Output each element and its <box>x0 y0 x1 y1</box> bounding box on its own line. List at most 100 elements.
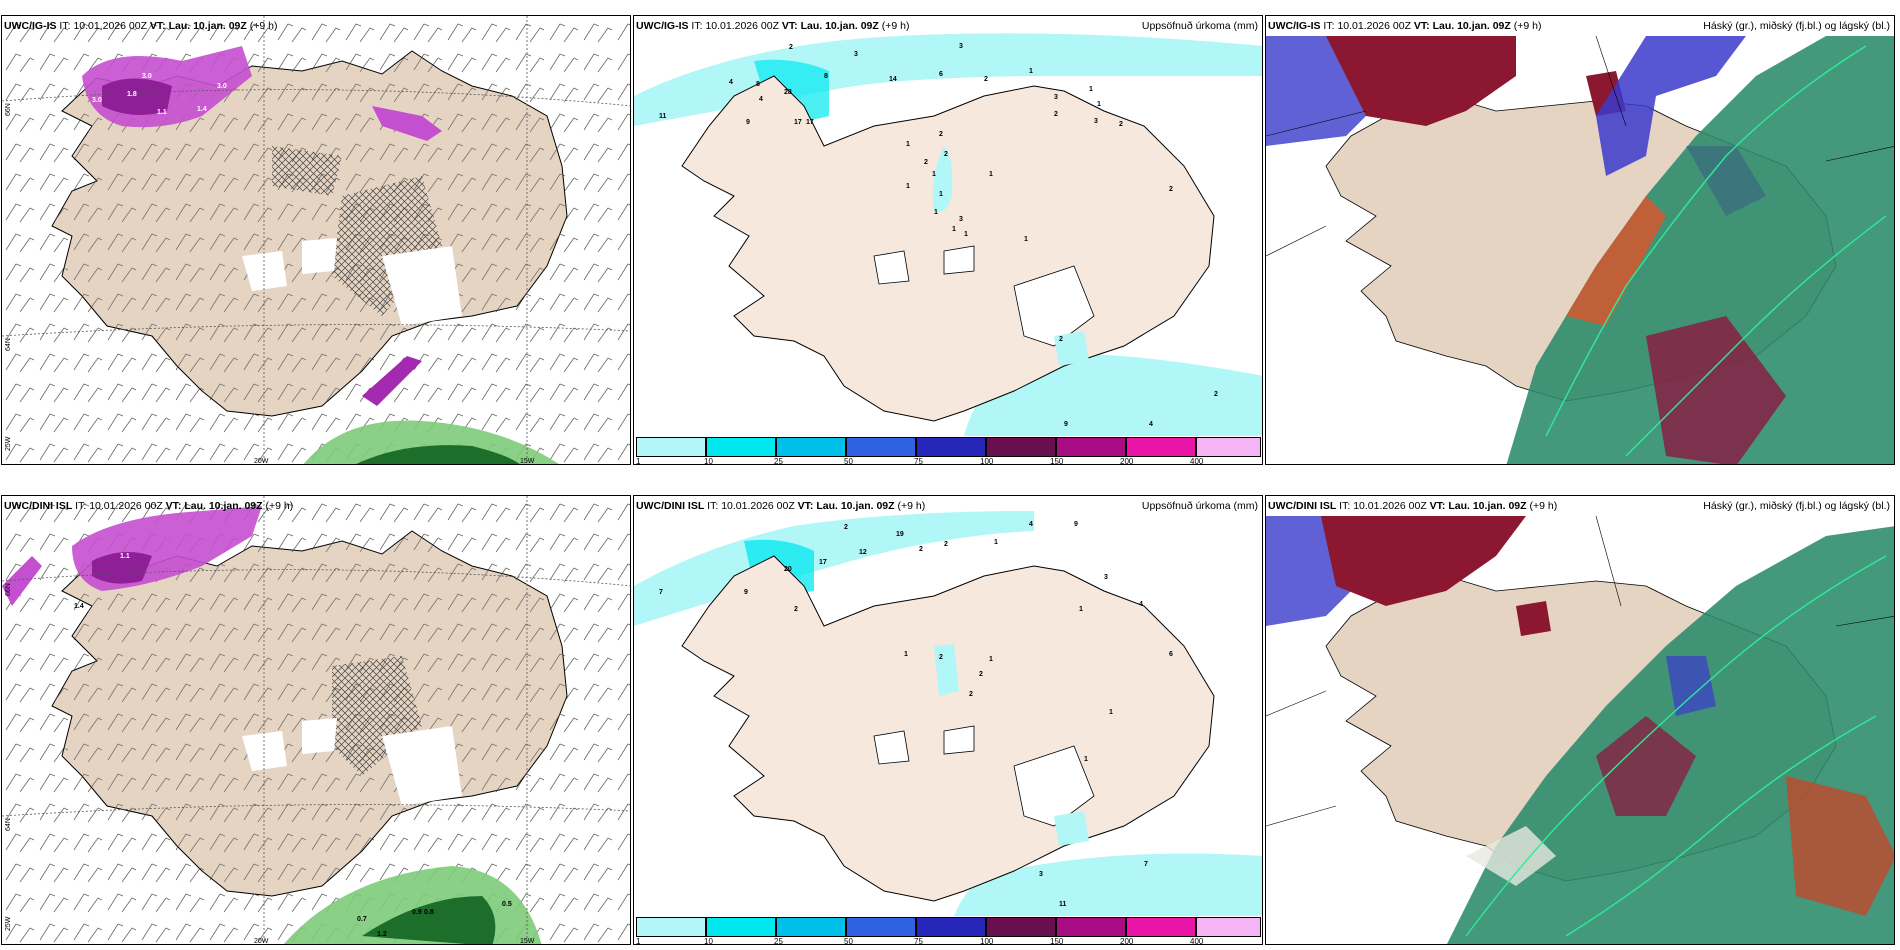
precip-value: 3 <box>1104 574 1108 581</box>
precip-value: 4 <box>1029 521 1033 528</box>
wind-value: 1.4 <box>197 106 207 113</box>
precip-value: 7 <box>659 589 663 596</box>
precip-value: 8 <box>824 73 828 80</box>
colorbar-tick: 150 <box>1050 457 1064 465</box>
wind-value: 0.5 <box>502 901 512 908</box>
precip-value: 1 <box>989 171 993 178</box>
field-title: Háský (gr.), miðský (fj.bl.) og lágský (… <box>1703 500 1890 512</box>
precip-value: 9 <box>746 119 750 126</box>
precip-value: 4 <box>1139 601 1143 608</box>
precip-value: 2 <box>1214 391 1218 398</box>
wind-value: 3.0 <box>142 73 152 80</box>
colorbar-segment <box>1126 917 1196 937</box>
colorbar-tick: 100 <box>980 457 994 465</box>
wind-value: 1.2 <box>377 931 387 938</box>
precip-value: 1 <box>1084 756 1088 763</box>
colorbar-segment <box>1126 437 1196 457</box>
precip-value: 8 <box>756 81 760 88</box>
colorbar-tick: 75 <box>914 457 923 465</box>
precip-value: 1 <box>939 191 943 198</box>
precip-value: 9 <box>1064 421 1068 428</box>
lon-label-20w: 20W <box>254 938 269 945</box>
precip-value: 2 <box>844 524 848 531</box>
precip-value: 2 <box>979 671 983 678</box>
precip-map-panel-top: 2 3 4 3 8 4 28 8 9 17 17 14 6 2 1 11 3 2… <box>633 15 1263 465</box>
wind-value: 0.9 <box>412 909 422 916</box>
precip-value: 1 <box>906 183 910 190</box>
precip-colorbar: 1 10 25 50 75 100 150 200 400 <box>636 917 1261 944</box>
lat-label-25w: 25W <box>5 916 12 931</box>
precip-value: 1 <box>989 656 993 663</box>
wind-value: 1.4 <box>74 603 84 610</box>
precip-value: 14 <box>889 76 897 83</box>
colorbar-tick: 100 <box>980 937 994 945</box>
wind-map-panel-bottom: 1.1 1.4 0.7 0.9 0.8 0.5 1.2 20W 15W 66N … <box>1 495 631 945</box>
precip-value: 3 <box>854 51 858 58</box>
field-title: Uppsöfnuð úrkoma (mm) <box>1141 500 1258 512</box>
cloud-map-panel-bottom: UWC/DINI ISL IT: 10.01.2026 00Z VT: Lau.… <box>1265 495 1895 945</box>
precip-value: 1 <box>1029 68 1033 75</box>
colorbar-segment <box>846 917 916 937</box>
precip-value: 17 <box>819 559 827 566</box>
wind-map-top: 3.0 1.8 3.0 1.1 1.4 3.0 0.5 20W 15W 66N … <box>2 16 630 465</box>
colorbar-tick: 400 <box>1190 457 1204 465</box>
precip-value: 1 <box>1109 709 1113 716</box>
precip-value: 3 <box>1094 118 1098 125</box>
precip-value: 9 <box>1074 521 1078 528</box>
precip-value: 1 <box>994 539 998 546</box>
precip-value: 2 <box>1054 111 1058 118</box>
precip-value: 4 <box>1149 421 1153 428</box>
cloud-map-panel-top: UWC/IG-IS IT: 10.01.2026 00Z VT: Lau. 10… <box>1265 15 1895 465</box>
precip-value: 1 <box>1024 236 1028 243</box>
cloud-map-bottom <box>1266 515 1894 944</box>
precip-value: 1 <box>1097 101 1101 108</box>
precip-value: 1 <box>1089 86 1093 93</box>
wind-value: 0.8 <box>424 909 434 916</box>
precip-value: 3 <box>1039 871 1043 878</box>
precip-value: 2 <box>789 44 793 51</box>
wind-value: 0.7 <box>357 916 367 923</box>
lon-label-20w: 20W <box>254 458 269 465</box>
colorbar-tick: 400 <box>1190 937 1204 945</box>
precip-value: 3 <box>1054 94 1058 101</box>
colorbar-segment <box>776 437 846 457</box>
colorbar-segment <box>636 437 706 457</box>
panel-title: UWC/DINI ISL IT: 10.01.2026 00Z VT: Lau.… <box>4 500 294 512</box>
lat-label-64n: 64N <box>5 818 12 831</box>
lat-label-25w: 25W <box>5 436 12 451</box>
precip-value: 2 <box>969 691 973 698</box>
colorbar-tick: 50 <box>844 937 853 945</box>
precip-value: 6 <box>1169 651 1173 658</box>
precip-value: 2 <box>944 541 948 548</box>
colorbar-segment <box>916 917 986 937</box>
lon-label-15w: 15W <box>520 458 535 465</box>
precip-value: 17 <box>794 119 802 126</box>
wind-value: 1.8 <box>127 91 137 98</box>
colorbar-segment <box>986 917 1056 937</box>
precip-value: 2 <box>984 76 988 83</box>
precip-value: 1 <box>904 651 908 658</box>
colorbar-tick: 25 <box>774 457 783 465</box>
lat-label-64n: 64N <box>5 338 12 351</box>
colorbar-tick: 150 <box>1050 937 1064 945</box>
precip-value: 1 <box>934 209 938 216</box>
panel-title: UWC/DINI ISL IT: 10.01.2026 00Z VT: Lau.… <box>1268 500 1558 512</box>
precip-value: 1 <box>1079 606 1083 613</box>
lon-label-15w: 15W <box>520 938 535 945</box>
colorbar-segment <box>706 917 776 937</box>
field-title: Uppsöfnuð úrkoma (mm) <box>1141 20 1258 32</box>
wind-value: 3.0 <box>217 83 227 90</box>
precip-value: 7 <box>1144 861 1148 868</box>
colorbar-tick: 1 <box>636 457 641 465</box>
precip-value: 4 <box>729 79 733 86</box>
colorbar-segment <box>1056 917 1126 937</box>
precip-map-panel-bottom: 2 19 12 2 2 1 4 9 17 20 9 7 2 1 2 1 3 2 … <box>633 495 1263 945</box>
precip-map-top: 2 3 4 3 8 4 28 8 9 17 17 14 6 2 1 11 3 2… <box>634 33 1262 436</box>
precip-value: 2 <box>1119 121 1123 128</box>
colorbar-segment <box>1056 437 1126 457</box>
precip-value: 20 <box>784 566 792 573</box>
precip-value: 19 <box>896 531 904 538</box>
precip-map-bottom: 2 19 12 2 2 1 4 9 17 20 9 7 2 1 2 1 3 2 … <box>634 511 1262 916</box>
precip-value: 1 <box>932 171 936 178</box>
field-title: Háský (gr.), miðský (fj.bl.) og lágský (… <box>1703 20 1890 32</box>
